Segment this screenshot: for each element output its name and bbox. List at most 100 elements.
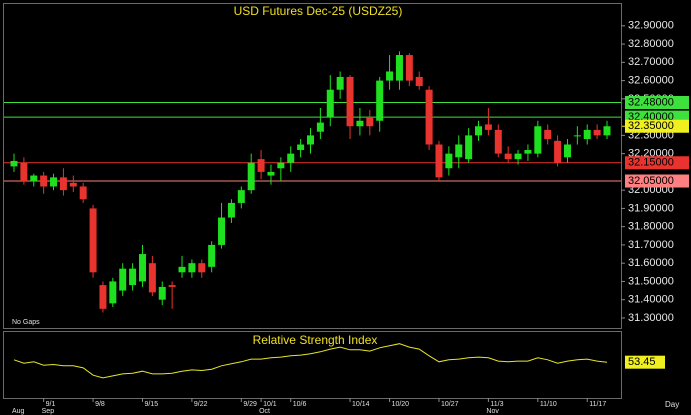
candle-body	[336, 76, 344, 90]
candle-body	[326, 89, 334, 118]
candle-body	[109, 281, 117, 304]
candle-body	[405, 55, 413, 81]
x-tick-label: 9/22	[194, 401, 208, 408]
candle-body	[455, 144, 463, 158]
y-tick-label: 32.60000	[628, 75, 674, 87]
candle-body	[148, 263, 156, 293]
candle-body	[89, 208, 97, 273]
y-tick-label: 31.60000	[628, 257, 674, 269]
x-tick-label: 10/6	[293, 401, 307, 408]
candle-body	[208, 244, 216, 267]
chart-title: USD Futures Dec-25 (USDZ25)	[234, 4, 403, 18]
y-tick-label: 32.90000	[628, 20, 674, 32]
candle-body	[524, 149, 532, 154]
indicator-last-label: 53.45	[628, 356, 656, 368]
last-price-label: 32.35000	[628, 120, 674, 132]
candle-body	[484, 124, 492, 130]
y-tick-label: 32.70000	[628, 56, 674, 68]
candle-body	[69, 182, 77, 187]
month-label: Oct	[259, 408, 270, 415]
candle-body	[188, 263, 196, 273]
candle-body	[514, 153, 522, 160]
x-tick-label: 9/8	[95, 401, 105, 408]
indicator-line	[13, 343, 608, 379]
y-tick-label: 31.30000	[628, 312, 674, 324]
y-tick-label: 31.50000	[628, 275, 674, 287]
candle-body	[138, 254, 146, 282]
candle-body	[119, 268, 127, 291]
last-price-bg	[625, 119, 689, 133]
candle-body	[59, 177, 67, 191]
candle-body	[366, 117, 374, 127]
level-label-bg	[625, 96, 689, 110]
y-tick-label: 32.80000	[628, 38, 674, 50]
candle-body	[504, 153, 512, 160]
candle-body	[297, 144, 305, 150]
price-panel	[3, 3, 622, 329]
candle-body	[563, 144, 571, 158]
x-axis-label: Day	[665, 400, 679, 409]
x-tick-label: 10/20	[392, 401, 410, 408]
month-label: Aug	[12, 408, 25, 415]
x-tick-label: 10/1	[263, 401, 277, 408]
candle-body	[168, 285, 176, 287]
annotation: No Gaps	[12, 319, 40, 326]
x-tick-label: 9/29	[243, 401, 257, 408]
candle-body	[50, 177, 58, 187]
y-tick-label: 31.40000	[628, 294, 674, 306]
candle-body	[395, 55, 403, 81]
candle-body	[534, 126, 542, 154]
candle-body	[99, 285, 107, 309]
x-tick-label: 11/17	[589, 401, 606, 408]
y-tick-label: 31.70000	[628, 239, 674, 251]
candle-body	[425, 89, 433, 145]
x-tick-label: 9/1	[46, 401, 56, 408]
candle-body	[178, 266, 186, 273]
candle-body	[40, 175, 48, 187]
candle-body	[376, 80, 384, 121]
indicator-panel	[3, 331, 622, 399]
candle-body	[465, 135, 473, 160]
candle-body	[277, 162, 285, 169]
candle-body	[573, 135, 581, 137]
candle-body	[10, 160, 18, 167]
candle-body	[494, 129, 502, 154]
candle-body	[415, 76, 423, 87]
candle-body	[158, 286, 166, 300]
candle-body	[435, 144, 443, 178]
level-label-bg	[625, 156, 689, 170]
candle-body	[386, 71, 394, 81]
indicator-last-bg	[625, 355, 665, 369]
candle-body	[544, 129, 552, 140]
x-tick-label: 10/27	[441, 401, 459, 408]
candle-body	[554, 140, 562, 163]
candle-body	[316, 122, 324, 132]
candle-body	[79, 186, 87, 200]
y-tick-label: 31.90000	[628, 202, 674, 214]
candle-body	[218, 217, 226, 245]
candle-body	[237, 190, 245, 203]
month-label: Sep	[42, 408, 55, 415]
candle-body	[227, 202, 235, 218]
candle-body	[583, 129, 591, 140]
month-label: Nov	[486, 408, 499, 415]
y-tick-label: 31.80000	[628, 221, 674, 233]
candle-body	[445, 153, 453, 169]
x-tick-label: 11/3	[490, 401, 503, 408]
x-tick-label: 11/10	[540, 401, 557, 408]
candle-body	[603, 126, 611, 136]
candle-body	[307, 135, 314, 145]
candle-body	[593, 129, 601, 136]
candle-body	[356, 120, 364, 127]
candle-body	[20, 162, 28, 182]
level-label: 32.48000	[628, 96, 674, 108]
candle-body	[129, 268, 137, 286]
level-label-bg	[625, 174, 689, 188]
candle-body	[30, 175, 38, 182]
x-tick-label: 10/14	[352, 401, 370, 408]
candle-body	[247, 162, 255, 191]
level-label: 32.15000	[628, 157, 674, 169]
